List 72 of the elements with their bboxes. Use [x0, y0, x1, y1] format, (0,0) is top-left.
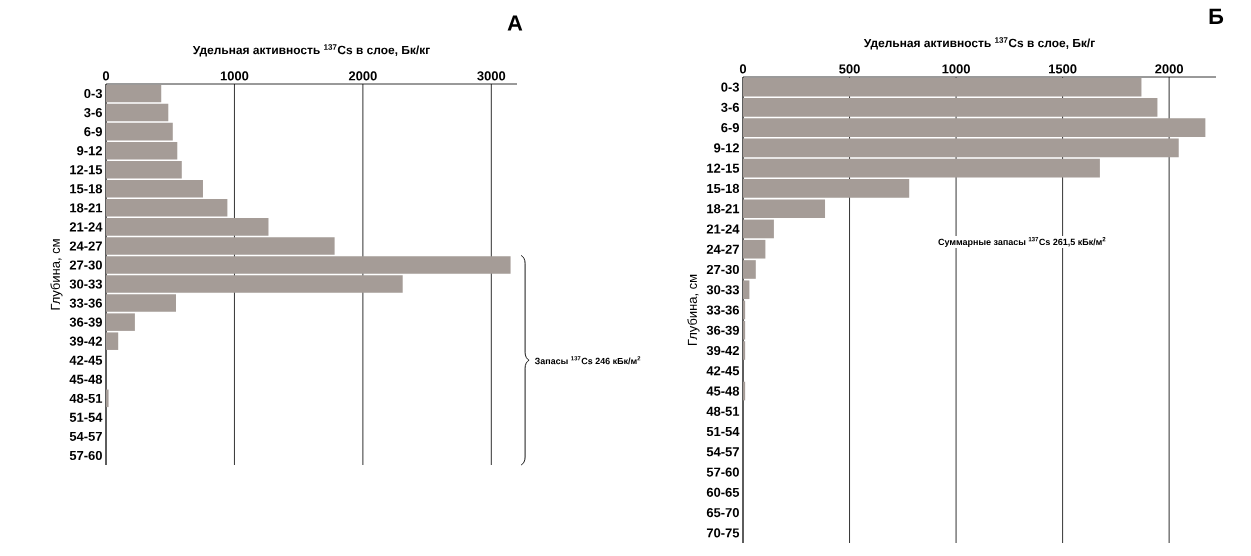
bar [743, 138, 1179, 158]
y-tick-label: 9-12 [77, 146, 102, 156]
y-tick-label: 24-27 [706, 244, 739, 254]
y-tick-label: 3-6 [84, 107, 103, 118]
x-tick-label: 1000 [942, 64, 970, 74]
x-tick-label: 2000 [1155, 64, 1184, 74]
y-tick-label: 48-51 [69, 393, 103, 403]
y-tick-label: 21-24 [706, 224, 740, 234]
y-tick-label: 65-70 [706, 508, 739, 518]
y-tick-label: 45-48 [69, 374, 103, 384]
y-tick-label: 51-54 [69, 412, 103, 422]
y-tick-label: 18-21 [70, 203, 103, 213]
y-tick-label: 54-57 [706, 447, 739, 457]
y-tick-label: 12-15 [707, 163, 740, 173]
bar [106, 389, 109, 408]
text: Запасы $^{137}$Cs 246 кБк/м$^{2}$ [534, 356, 641, 365]
x-tick-label: 0 [102, 71, 110, 81]
x-axis-title: Удельная активность $^{137}$Cs в слое, Бк/кг [192, 44, 430, 57]
y-tick-label: 42-45 [706, 366, 740, 376]
text: Б [1209, 8, 1224, 24]
bar [743, 300, 746, 320]
bar [743, 219, 774, 239]
x-tick-label: 0 [739, 64, 747, 74]
y-tick-label: 45-48 [706, 386, 740, 396]
y-tick-label: 39-42 [706, 345, 739, 356]
bar [743, 158, 1100, 178]
y-tick-label: 6-9 [721, 123, 739, 133]
bar [106, 141, 178, 160]
y-tick-label: 57-60 [69, 450, 102, 461]
bar [106, 84, 162, 103]
y-tick-label: 33-36 [69, 298, 103, 308]
bar [106, 160, 182, 179]
y-tick-label: 12-15 [70, 165, 103, 175]
y-tick-label: 57-60 [706, 467, 739, 477]
y-tick-label: 36-39 [69, 317, 102, 327]
x-tick-label: 2000 [348, 71, 377, 81]
y-tick-label: 30-33 [69, 279, 103, 289]
y-tick-label: 0-3 [84, 88, 103, 99]
x-tick-label: 1000 [220, 71, 249, 81]
x-axis-title: Удельная активность $^{137}$Cs в слое, Бк/г [863, 37, 1095, 50]
y-tick-label: 51-54 [706, 427, 740, 437]
y-tick-label: 36-39 [706, 325, 739, 335]
y-tick-label: 60-65 [706, 487, 740, 497]
y-axis-title: Глубина, см [687, 274, 700, 345]
y-tick-label: 33-36 [706, 305, 740, 315]
y-tick-label: 0-3 [721, 82, 740, 92]
y-tick-label: 48-51 [706, 406, 740, 416]
y-tick-label: 39-42 [69, 336, 102, 346]
bar [106, 122, 173, 141]
y-tick-label: 70-75 [706, 528, 740, 538]
y-tick-label: 18-21 [707, 204, 740, 214]
y-tick-label: 30-33 [706, 285, 740, 295]
y-tick-label: 6-9 [84, 127, 102, 137]
x-tick-label: 3000 [477, 71, 506, 81]
bar [743, 77, 1142, 97]
y-tick-label: 15-18 [70, 184, 103, 194]
x-tick-label: 1500 [1049, 64, 1077, 74]
bar [106, 103, 169, 122]
y-tick-label: 42-45 [69, 355, 103, 365]
y-tick-label: 3-6 [721, 102, 740, 112]
y-tick-label: 15-18 [707, 183, 740, 194]
y-tick-label: 54-57 [69, 431, 102, 441]
y-axis-title: Глубина, см [50, 239, 63, 310]
annotation: Суммарные запасы $^{137}$Cs 261,5 кБк/м$^{2}$ [938, 237, 1106, 247]
y-tick-label: 27-30 [69, 260, 102, 270]
text: А [507, 15, 523, 31]
y-tick-label: 21-24 [69, 222, 103, 232]
y-tick-label: 27-30 [706, 264, 739, 275]
bar [743, 381, 746, 401]
y-tick-label: 24-27 [69, 241, 102, 251]
x-tick-label: 500 [839, 64, 860, 74]
y-tick-label: 9-12 [714, 143, 739, 153]
